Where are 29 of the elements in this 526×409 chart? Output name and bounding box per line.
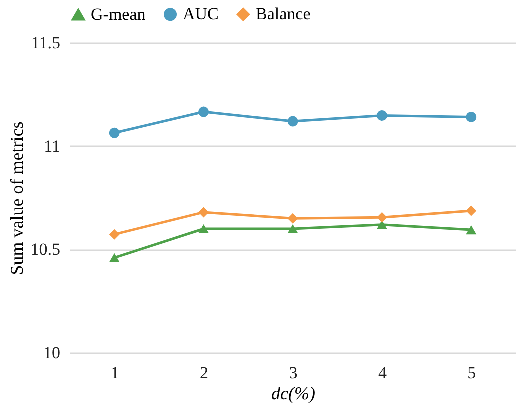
point: [109, 253, 120, 262]
point: [288, 213, 298, 224]
point: [376, 212, 388, 223]
point: [109, 128, 120, 138]
x-tick-label: 2: [200, 364, 209, 382]
legend-label: Balance: [256, 4, 311, 24]
y-axis-title: Sum value of metrics: [6, 122, 27, 276]
legend-label: G-mean: [91, 4, 146, 24]
y-tick-label: 10: [44, 344, 60, 362]
point: [288, 116, 298, 127]
y-tick-label: 10.5: [30, 240, 60, 260]
point: [376, 220, 388, 230]
legend-label: AUC: [183, 4, 219, 24]
x-axis-title: dc(%): [272, 384, 316, 404]
x-tick-label: 3: [289, 364, 298, 382]
point: [466, 112, 477, 122]
y-tick-label: 11: [44, 136, 60, 156]
point: [109, 229, 120, 240]
x-tick-label: 5: [468, 364, 476, 382]
x-tick-label: 4: [378, 364, 388, 382]
point: [288, 224, 298, 234]
point: [198, 224, 210, 234]
point: [466, 225, 477, 235]
point: [198, 106, 210, 118]
x-tick-label: 1: [110, 364, 120, 382]
point: [376, 110, 388, 121]
point: [466, 206, 477, 216]
point: [198, 207, 210, 218]
y-tick-label: 11.5: [31, 34, 60, 52]
